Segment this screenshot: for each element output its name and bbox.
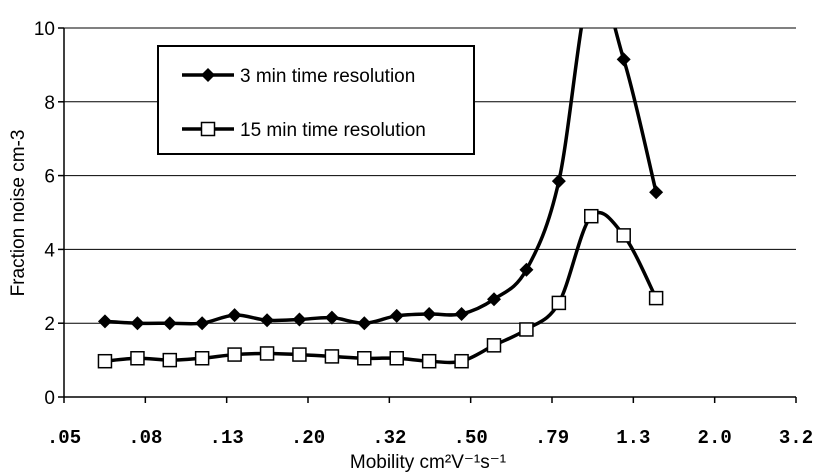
x-tick-label: .20 xyxy=(291,427,325,449)
axes xyxy=(58,27,797,403)
data-point xyxy=(357,316,372,331)
data-point xyxy=(194,351,210,366)
x-tick-label: .50 xyxy=(454,427,488,449)
data-point xyxy=(616,52,631,67)
data-point xyxy=(130,316,145,331)
x-tick-label: 2.0 xyxy=(698,427,732,449)
y-tick-labels: 0 2 4 6 8 10 xyxy=(34,19,56,409)
data-point xyxy=(357,351,372,366)
data-point xyxy=(97,314,112,329)
x-tick-label: .13 xyxy=(210,427,244,449)
x-tick-labels: .05 .08 .13 .20 .32 .50 .79 1.3 2.0 3.2 xyxy=(47,427,813,449)
data-point xyxy=(130,351,145,366)
data-point xyxy=(551,174,566,189)
data-point xyxy=(292,347,307,362)
data-point xyxy=(648,290,664,306)
data-point xyxy=(519,322,534,337)
data-point xyxy=(551,295,567,311)
data-point xyxy=(584,208,599,224)
x-axis-title: Mobility cm²V⁻¹s⁻¹ xyxy=(350,452,506,473)
data-point xyxy=(162,316,177,331)
data-point xyxy=(259,346,275,361)
data-point xyxy=(616,228,631,243)
data-point xyxy=(519,262,534,277)
legend: 3 min time resolution 15 min time resolu… xyxy=(157,45,475,155)
y-tick-label: 0 xyxy=(44,388,55,409)
data-point xyxy=(260,313,275,328)
data-point xyxy=(454,353,469,369)
y-axis-title: Fraction noise cm-3 xyxy=(8,130,29,297)
series-1 xyxy=(97,28,664,331)
data-point xyxy=(649,185,664,200)
series-2 xyxy=(97,208,664,369)
y-tick-label: 8 xyxy=(44,93,55,114)
data-point xyxy=(227,347,242,362)
data-point xyxy=(292,312,307,327)
data-point xyxy=(486,292,501,307)
y-tick-label: 6 xyxy=(44,167,55,188)
data-point xyxy=(454,306,469,321)
x-tick-label: .05 xyxy=(47,427,81,449)
y-tick-label: 2 xyxy=(44,314,55,335)
data-point xyxy=(195,316,210,331)
legend-label-1: 3 min time resolution xyxy=(240,66,415,87)
data-point xyxy=(389,308,404,323)
x-tick-label: .79 xyxy=(535,427,569,449)
y-tick-label: 4 xyxy=(44,240,55,261)
series-layer xyxy=(97,28,664,369)
data-point xyxy=(162,352,178,368)
y-tick-label: 10 xyxy=(34,19,55,40)
data-point xyxy=(389,351,404,366)
data-point xyxy=(486,338,502,353)
data-point xyxy=(97,353,113,369)
data-point xyxy=(324,349,340,364)
data-point xyxy=(324,310,339,325)
legend-marker-1 xyxy=(201,68,215,82)
data-point xyxy=(227,308,242,323)
series-line-2 xyxy=(104,210,658,365)
x-tick-label: .08 xyxy=(128,427,162,449)
data-point xyxy=(422,306,437,321)
legend-marker-2 xyxy=(200,121,216,137)
x-tick-label: 3.2 xyxy=(779,427,813,449)
x-tick-label: .32 xyxy=(372,427,406,449)
legend-label-2: 15 min time resolution xyxy=(240,120,426,141)
data-point xyxy=(421,353,437,369)
x-tick-label: 1.3 xyxy=(616,427,650,449)
